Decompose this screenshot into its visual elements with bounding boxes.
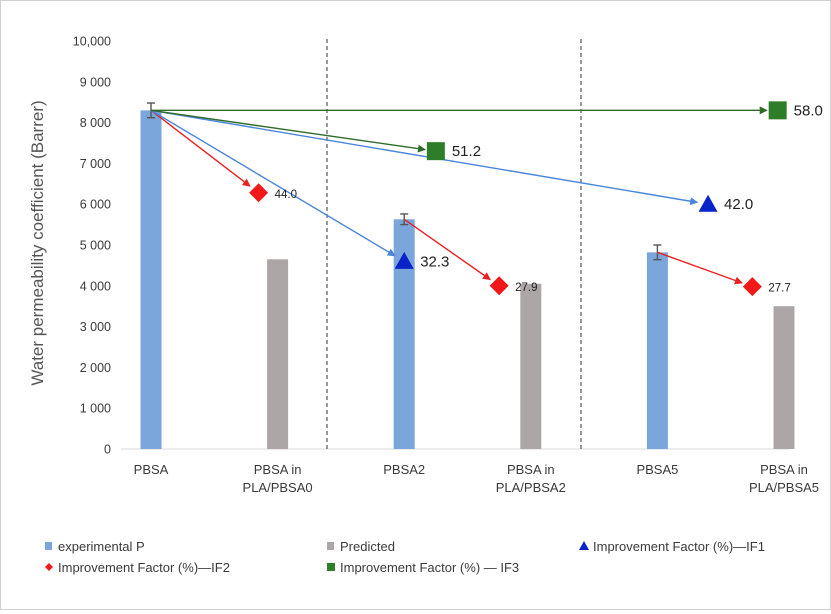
if2-marker [249, 183, 269, 203]
legend: experimental P Predicted Improvement Facto… [45, 539, 765, 575]
legend-label: Improvement Factor (%) — IF3 [340, 560, 519, 575]
y-tick-label: 9 000 [80, 75, 111, 89]
if2-marker [742, 277, 762, 297]
if2-marker [489, 276, 509, 296]
predicted-bar [520, 283, 542, 449]
marker-value-label: 42.0 [724, 196, 753, 213]
if3-marker [768, 101, 787, 120]
y-tick-label: 5 000 [80, 239, 111, 253]
legend-label: experimental P [58, 539, 145, 554]
category-label: PBSA5 [636, 462, 678, 477]
experimental-bar [140, 110, 162, 450]
if1-marker [698, 194, 718, 212]
trend-arrow [150, 109, 426, 153]
marker-value-label: 51.2 [452, 143, 481, 160]
y-tick-label: 3 000 [80, 320, 111, 334]
legend-swatch [327, 542, 334, 550]
y-axis-label: Water permeability coefficient (Barrer) [28, 100, 47, 385]
y-tick-label: 8 000 [80, 116, 111, 130]
if3-marker [426, 142, 445, 161]
predicted-bar [267, 259, 289, 449]
category-label: PBSA2 [383, 462, 425, 477]
y-tick-label: 2 000 [80, 361, 111, 375]
marker-value-label: 44.0 [275, 189, 297, 201]
y-tick-label: 6 000 [80, 198, 111, 212]
legend-label: Improvement Factor (%)—IF2 [58, 560, 230, 575]
category-label: PBSA in PLA/PBSA2 [496, 462, 566, 495]
trend-arrow [150, 109, 396, 257]
y-tick-label: 4 000 [80, 279, 111, 293]
y-tick-label: 10,000 [73, 35, 111, 49]
category-label: PBSA in PLA/PBSA5 [749, 462, 819, 495]
legend-square-icon [327, 563, 335, 571]
marker-value-label: 27.9 [515, 282, 537, 294]
legend-label: Improvement Factor (%)—IF1 [593, 539, 765, 554]
legend-diamond-icon [45, 563, 53, 571]
y-tick-label: 1 000 [80, 402, 111, 416]
plot-area: 0 1 000 2 000 3 000 4 000 5 000 6 000 7 000 8 00… [73, 35, 823, 496]
trend-arrow [657, 251, 743, 285]
experimental-bar [393, 219, 415, 449]
category-label: PBSA in PLA/PBSA0 [243, 462, 313, 495]
category-label: PBSA [134, 462, 169, 477]
marker-value-label: 32.3 [420, 253, 449, 270]
legend-label: Predicted [340, 539, 395, 554]
experimental-bar [646, 252, 668, 449]
trend-arrow [150, 109, 699, 206]
predicted-bar [773, 306, 795, 449]
legend-triangle-icon [579, 541, 589, 550]
legend-swatch [45, 542, 52, 550]
trend-arrow [403, 218, 491, 281]
y-tick-label: 0 [104, 443, 111, 457]
marker-value-label: 27.7 [768, 283, 790, 295]
trend-arrow [150, 109, 251, 187]
marker-value-label: 58.0 [794, 102, 823, 119]
if1-marker [394, 251, 414, 269]
y-tick-label: 7 000 [80, 157, 111, 171]
